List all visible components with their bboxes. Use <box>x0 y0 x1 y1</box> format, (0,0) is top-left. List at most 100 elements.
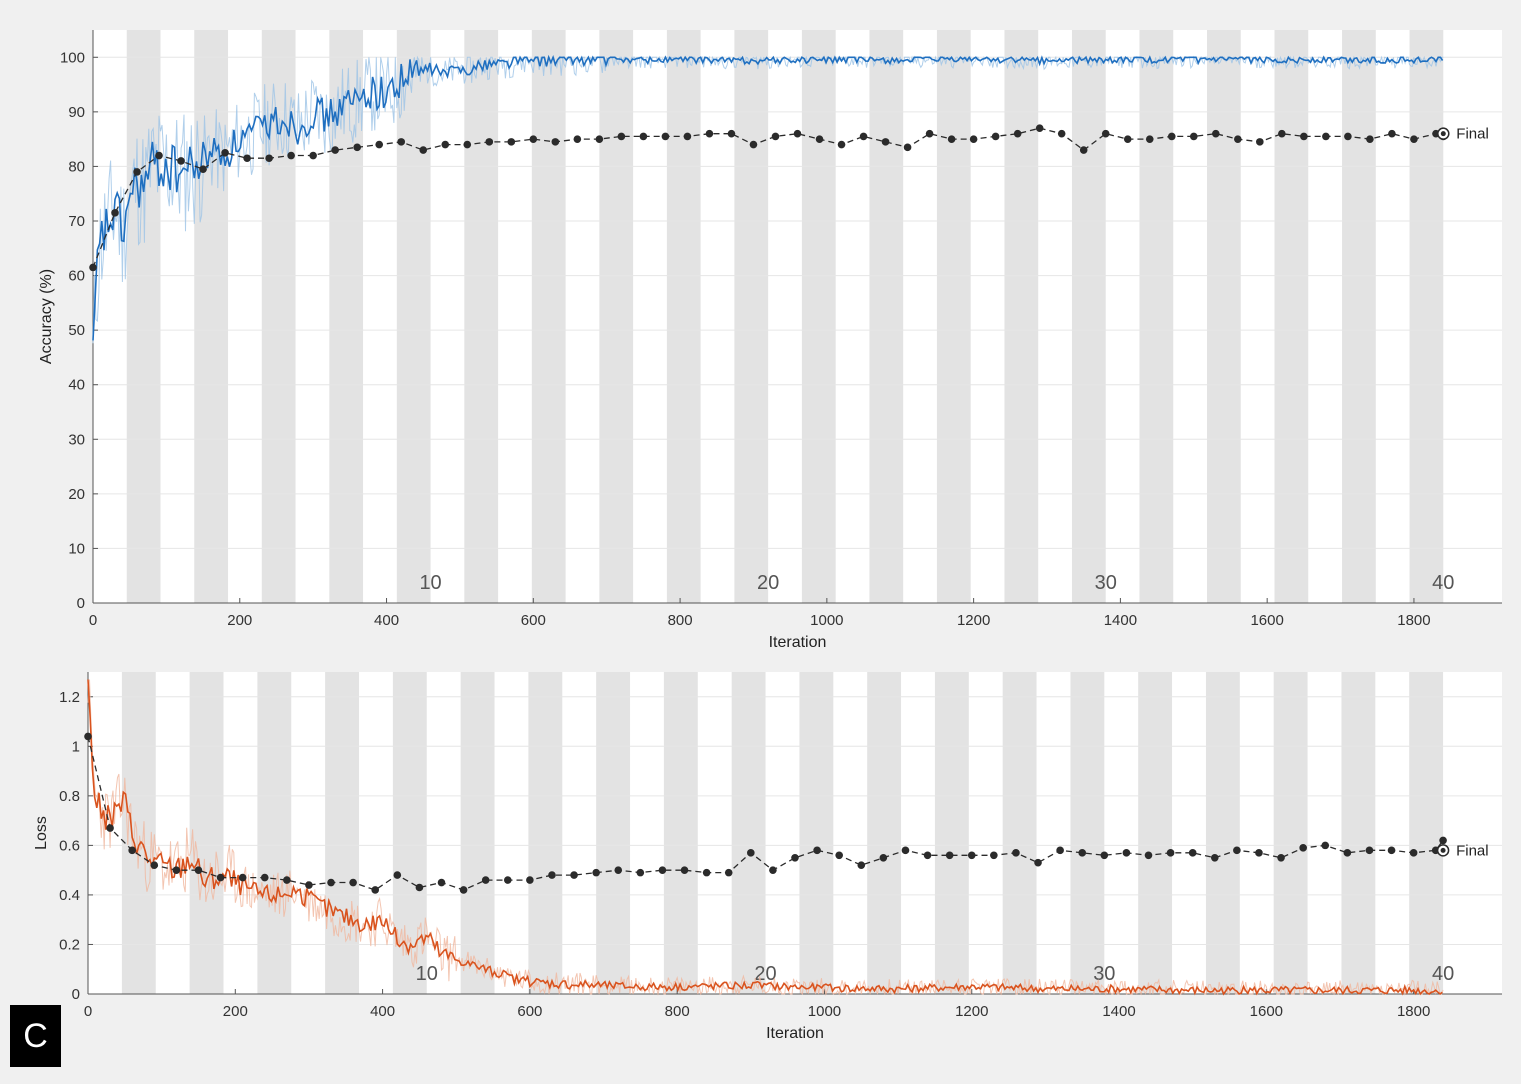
accuracy-epoch-band <box>801 30 836 603</box>
loss-epoch-label: 10 <box>416 963 438 985</box>
loss-validation-point <box>813 846 821 855</box>
accuracy-validation-point <box>903 143 912 152</box>
panel-label: C <box>10 1005 61 1067</box>
accuracy-validation-point <box>1057 129 1066 138</box>
accuracy-epoch-label: 40 <box>1432 572 1454 594</box>
accuracy-y-tick-label: 90 <box>68 104 85 121</box>
loss-validation-point <box>724 868 733 877</box>
loss-training-line <box>87 679 1443 996</box>
accuracy-validation-point <box>793 129 802 138</box>
accuracy-x-tick-label: 400 <box>374 612 399 629</box>
accuracy-epoch-label: 30 <box>1095 572 1117 594</box>
loss-validation-point <box>769 866 777 874</box>
accuracy-epoch-band <box>869 30 904 603</box>
accuracy-validation-point <box>463 140 472 149</box>
accuracy-y-tick-label: 100 <box>60 49 85 66</box>
accuracy-validation-point <box>815 135 824 143</box>
accuracy-validation-point <box>881 138 890 146</box>
accuracy-y-tick-label: 50 <box>68 322 85 339</box>
accuracy-x-tick-label: 1200 <box>957 612 990 629</box>
loss-y-tick-label: 0 <box>72 986 80 1003</box>
accuracy-validation-point <box>639 132 648 141</box>
loss-validation-point <box>702 868 711 877</box>
accuracy-epoch-band <box>1206 30 1241 603</box>
loss-validation-point <box>1233 846 1241 855</box>
loss-validation-point <box>1387 846 1396 855</box>
loss-training-raw-line <box>87 679 1444 996</box>
accuracy-validation-point <box>1256 138 1264 146</box>
loss-final-label: Final <box>1456 842 1489 859</box>
loss-epoch-band <box>731 672 766 994</box>
accuracy-epoch-band <box>531 30 566 603</box>
accuracy-final-marker-dot <box>1440 131 1446 137</box>
loss-validation-point <box>879 853 888 862</box>
loss-epoch-band <box>325 672 360 994</box>
loss-validation-point <box>503 876 512 884</box>
accuracy-validation-point <box>375 140 384 149</box>
loss-epoch-band <box>799 672 834 994</box>
accuracy-y-tick-label: 20 <box>68 486 85 503</box>
loss-validation-point <box>526 876 534 884</box>
accuracy-y-tick-label: 60 <box>68 268 85 285</box>
accuracy-x-tick-label: 1400 <box>1104 612 1137 629</box>
loss-validation-point <box>1210 853 1219 862</box>
loss-epoch-label: 40 <box>1432 963 1454 985</box>
accuracy-validation-point <box>1366 135 1374 143</box>
accuracy-validation-point <box>221 148 229 157</box>
accuracy-epoch-band <box>1342 30 1376 603</box>
accuracy-validation-point <box>837 140 846 149</box>
accuracy-validation-point <box>111 209 119 217</box>
accuracy-validation-point <box>419 146 428 154</box>
loss-validation-point <box>327 878 335 887</box>
loss-validation-point <box>1012 849 1020 857</box>
loss-validation-point <box>415 883 424 892</box>
accuracy-epoch-band <box>126 30 161 603</box>
accuracy-validation-point <box>397 138 406 146</box>
accuracy-validation-point <box>551 138 560 146</box>
accuracy-validation-point <box>1123 135 1132 143</box>
loss-plot: 0 0.2 0.4 0.6 0.8 1 1.2 0 200 400 600 800 1000 1200 14… <box>33 672 1502 1042</box>
loss-x-tick-label: 1600 <box>1250 1003 1283 1020</box>
accuracy-validation-point <box>1013 129 1022 138</box>
accuracy-epoch-band <box>734 30 769 603</box>
loss-validation-point <box>150 861 159 869</box>
accuracy-epoch-band <box>1071 30 1106 603</box>
loss-validation-point <box>901 846 910 855</box>
accuracy-validation-point <box>529 135 538 143</box>
accuracy-validation-point <box>441 140 450 149</box>
loss-epoch-band <box>596 672 631 994</box>
accuracy-validation-point <box>1101 129 1110 138</box>
loss-validation-point <box>990 851 998 860</box>
loss-y-axis-title: Loss <box>33 816 50 850</box>
loss-epoch-band <box>1341 672 1376 994</box>
loss-validation-point <box>1409 849 1418 857</box>
loss-validation-point <box>1034 858 1042 867</box>
accuracy-validation-point <box>1145 135 1154 143</box>
loss-validation-point <box>1255 849 1263 857</box>
accuracy-validation-point <box>177 157 185 165</box>
loss-validation-point <box>945 851 954 860</box>
loss-epoch-band <box>1273 672 1308 994</box>
accuracy-validation-point <box>683 132 692 141</box>
loss-validation-point <box>172 866 181 874</box>
loss-epoch-band <box>1205 672 1240 994</box>
accuracy-validation-point <box>287 151 295 160</box>
loss-epoch-band <box>460 672 495 994</box>
accuracy-y-tick-label: 80 <box>68 158 85 175</box>
loss-validation-point <box>1365 846 1374 855</box>
accuracy-validation-point <box>1388 129 1396 138</box>
accuracy-epoch-band <box>936 30 971 603</box>
loss-validation-point <box>1321 841 1330 850</box>
loss-validation-point <box>371 886 380 894</box>
accuracy-y-tick-label: 0 <box>77 595 85 612</box>
accuracy-validation-point <box>991 132 1000 141</box>
accuracy-epoch-band <box>1004 30 1039 603</box>
accuracy-validation-point <box>485 138 494 146</box>
accuracy-validation-point <box>1167 132 1176 141</box>
loss-validation-point <box>305 881 313 889</box>
loss-validation-point <box>1188 849 1197 857</box>
loss-validation-point <box>1277 853 1285 862</box>
loss-epoch-band <box>1002 672 1037 994</box>
accuracy-x-axis-title: Iteration <box>769 634 827 651</box>
accuracy-validation-point <box>1300 132 1308 141</box>
